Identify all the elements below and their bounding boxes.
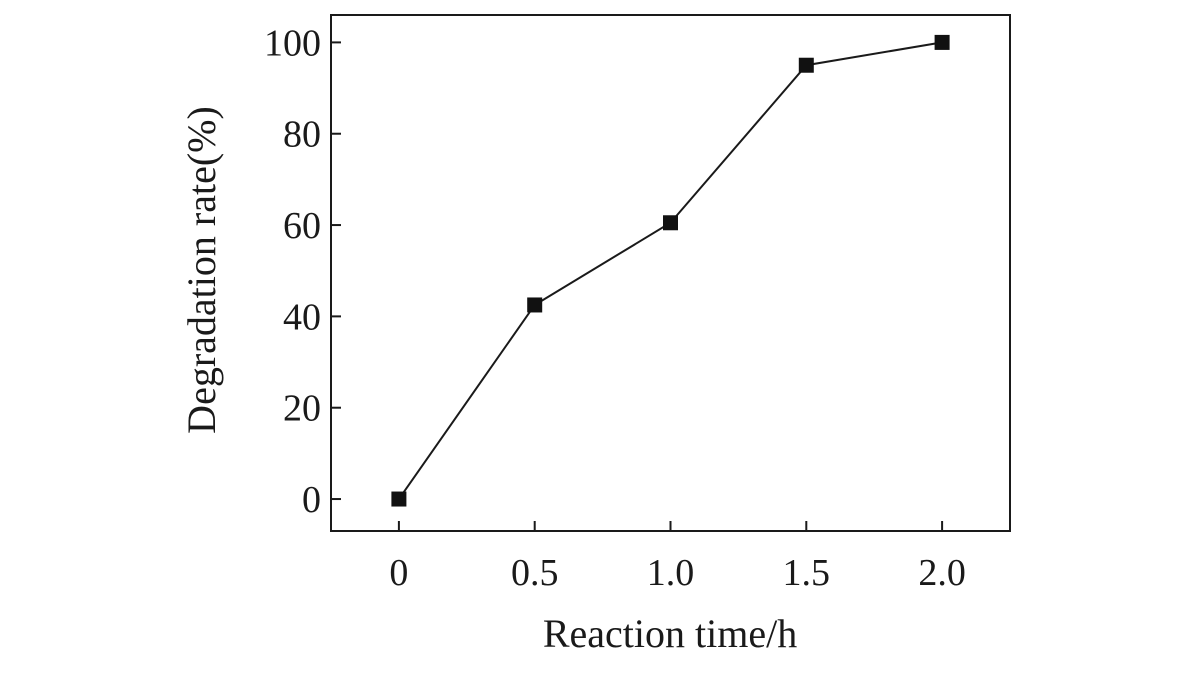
y-tick-label: 0 [302, 479, 321, 521]
data-point-marker [798, 57, 814, 73]
y-tick-label: 20 [283, 388, 321, 430]
x-tick-label: 2.0 [918, 552, 966, 594]
data-point-marker [934, 34, 950, 50]
x-axis-ticks: 0 0.5 1.0 1.5 2.0 [389, 521, 966, 594]
y-tick-label: 60 [283, 205, 321, 247]
x-tick-label: 0 [389, 552, 408, 594]
y-tick-label: 100 [264, 22, 321, 64]
data-point-marker [391, 491, 407, 507]
x-tick-label: 1.0 [647, 552, 695, 594]
plot-frame [330, 14, 1011, 532]
y-axis-title: Degradation rate(%) [179, 106, 224, 434]
x-axis-title: Reaction time/h [543, 611, 797, 656]
x-tick-label: 1.5 [783, 552, 831, 594]
series-line [398, 41, 943, 500]
series-layer [391, 34, 950, 507]
data-point-marker [663, 215, 678, 231]
y-tick-label: 80 [283, 114, 321, 156]
x-tick-label: 0.5 [511, 552, 559, 594]
y-tick-label: 40 [283, 296, 321, 338]
data-point-marker [527, 297, 543, 313]
y-axis-ticks: 0 20 40 60 80 100 [264, 22, 341, 521]
